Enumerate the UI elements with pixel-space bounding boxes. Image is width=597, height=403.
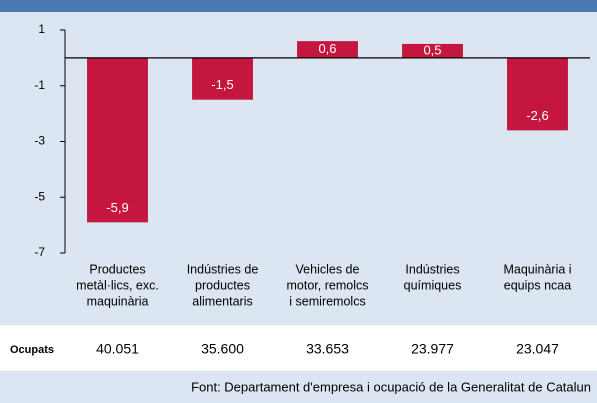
x-tick-label: Productes — [89, 262, 145, 276]
x-tick-label: i semiremolcs — [289, 294, 365, 308]
x-tick-label: químiques — [404, 278, 462, 292]
table-row — [0, 325, 597, 371]
y-tick-label: -7 — [34, 245, 45, 259]
table-cell: 23.977 — [411, 341, 454, 357]
top-band — [0, 0, 597, 12]
data-label: -2,6 — [526, 108, 548, 123]
x-tick-label: productes — [195, 278, 250, 292]
bar — [402, 43, 463, 58]
table-cell: 35.600 — [201, 341, 244, 357]
x-tick-label: alimentaris — [192, 294, 252, 308]
x-tick-label: Vehicles de — [296, 262, 360, 276]
table-cell: 40.051 — [96, 341, 139, 357]
footer: Font: Departament d'empresa i ocupació d… — [191, 379, 591, 394]
row-label: Ocupats — [10, 344, 54, 356]
bar — [507, 57, 568, 131]
x-tick-label: Indústries — [405, 262, 459, 276]
data-label: 0,5 — [423, 42, 441, 57]
y-tick-label: 1 — [38, 22, 45, 36]
x-tick-label: equips ncaa — [504, 278, 571, 292]
data-label: 0,6 — [318, 41, 336, 56]
bar — [87, 57, 148, 223]
y-tick-label: -1 — [34, 78, 45, 92]
data-label: -1,5 — [211, 77, 233, 92]
x-tick-label: Indústries de — [187, 262, 259, 276]
y-tick-label: -5 — [34, 189, 45, 203]
bar — [192, 57, 253, 100]
x-tick-label: metàl·lics, exc. — [76, 278, 159, 292]
x-tick-label: motor, remolcs — [287, 278, 369, 292]
table-cell: 33.653 — [306, 341, 349, 357]
x-tick-label: Maquinària i — [503, 262, 571, 276]
y-tick-label: -3 — [34, 134, 45, 148]
x-tick-label: maquinària — [87, 294, 149, 308]
bar — [297, 41, 358, 58]
table-cell: 23.047 — [516, 341, 559, 357]
data-label: -5,9 — [106, 200, 128, 215]
